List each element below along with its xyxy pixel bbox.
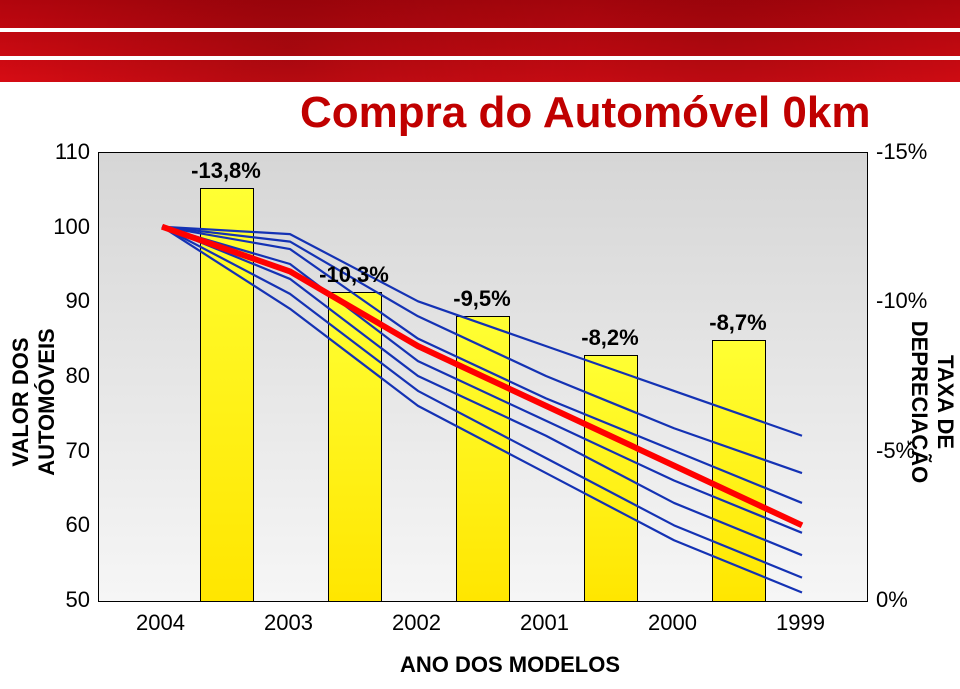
bar-label: -8,2%	[570, 325, 650, 351]
blue-series-line	[162, 227, 802, 473]
bar-label: -13,8%	[186, 158, 266, 184]
bar-label: -8,7%	[698, 310, 778, 336]
blue-series-line	[162, 227, 802, 533]
bar-label: -10,3%	[314, 262, 394, 288]
line-layer	[0, 0, 960, 689]
blue-series-line	[162, 227, 802, 503]
red-trend-line	[162, 227, 802, 526]
slide: Compra do Automóvel 0km VALOR DOS AUTOMÓ…	[0, 0, 960, 689]
bar-label: -9,5%	[442, 286, 522, 312]
